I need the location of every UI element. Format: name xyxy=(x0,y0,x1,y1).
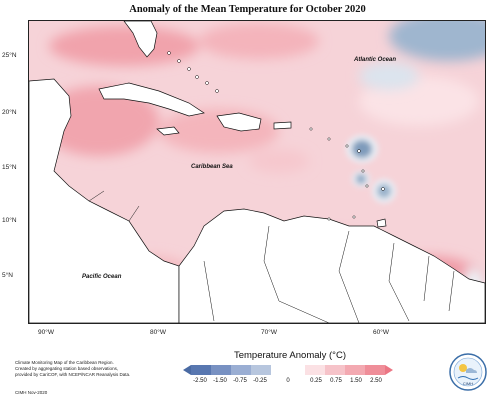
lat-label-25n: 25°N xyxy=(2,52,17,59)
lon-label-70w: 70°W xyxy=(261,329,277,336)
credit-text: CIMH Nov-2020 xyxy=(15,390,48,395)
lat-label-20n: 20°N xyxy=(2,109,17,116)
legend-tick: -0.75 xyxy=(233,378,247,384)
pacific-ocean-label: Pacific Ocean xyxy=(82,274,122,280)
lon-label-80w: 80°W xyxy=(150,329,166,336)
footnote: Climate Monitoring Map of the Caribbean … xyxy=(15,360,165,379)
lat-label-5n: 5°N xyxy=(2,272,13,279)
footnote-line: Climate Monitoring Map of the Caribbean … xyxy=(15,360,114,365)
atlantic-ocean-label: Atlantic Ocean xyxy=(354,57,397,63)
logo-text: CIMH xyxy=(463,381,473,386)
legend-tick: -0.25 xyxy=(253,378,267,384)
map-area: Atlantic Ocean Caribbean Sea Pacific Oce… xyxy=(28,20,486,324)
land-masses xyxy=(29,21,485,323)
legend-title: Temperature Anomaly (°C) xyxy=(233,350,347,361)
footnote-line: Created by aggregating station based obs… xyxy=(15,366,119,372)
anomaly-field xyxy=(29,21,485,323)
legend-tick: 0 xyxy=(286,378,290,384)
legend-tick: -1.50 xyxy=(213,378,227,384)
legend-tick: 0.25 xyxy=(310,378,322,384)
legend-tick: -2.50 xyxy=(193,378,207,384)
legend-tick: 0.75 xyxy=(330,378,342,384)
legend-tick: 2.50 xyxy=(370,378,382,384)
color-bar xyxy=(183,365,393,375)
cimh-logo: CIMH xyxy=(449,353,487,391)
legend-tick: 1.50 xyxy=(350,378,362,384)
footnote-line: provided by CariCOF, with NCEP/NCAR Rean… xyxy=(15,372,131,378)
lon-label-90w: 90°W xyxy=(38,329,54,336)
lat-label-15n: 15°N xyxy=(2,164,17,171)
lat-label-10n: 10°N xyxy=(2,217,17,224)
map-title: Anomaly of the Mean Temperature for Octo… xyxy=(129,4,366,15)
caribbean-sea-label: Caribbean Sea xyxy=(191,164,233,170)
lon-label-60w: 60°W xyxy=(373,329,389,336)
